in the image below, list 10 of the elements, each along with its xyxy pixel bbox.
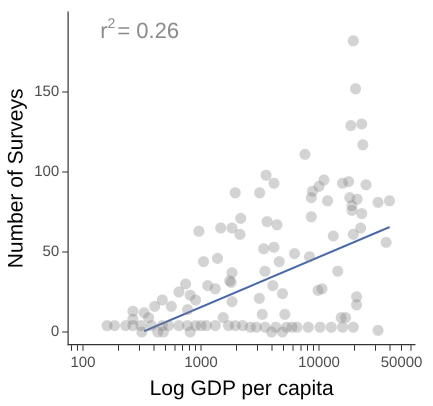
y-tick-label: 100: [34, 163, 60, 180]
y-tick-label: 150: [34, 83, 60, 100]
x-tick-label: 10000: [298, 354, 340, 371]
x-axis-title: Log GDP per capita: [150, 377, 334, 400]
y-axis-title: Number of Surveys: [4, 88, 28, 268]
x-tick-label: 50000: [380, 354, 422, 371]
x-tick-label: 100: [70, 354, 96, 371]
y-tick-label: 50: [42, 243, 60, 260]
x-tick-label: 1000: [184, 354, 218, 371]
y-tick-label: 0: [50, 323, 60, 340]
